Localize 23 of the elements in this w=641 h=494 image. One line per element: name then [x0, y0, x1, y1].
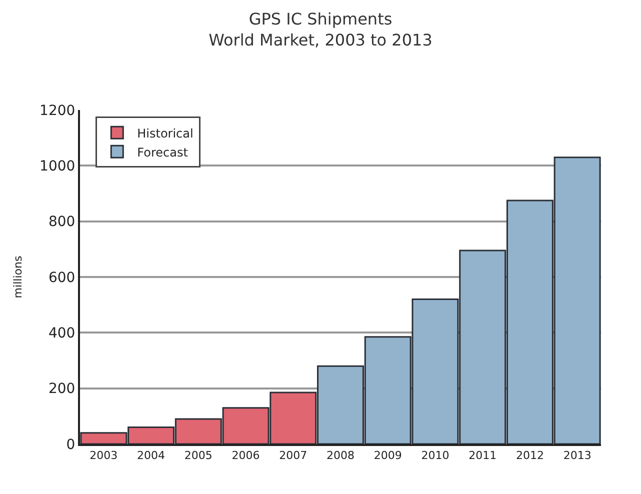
y-tick-label: 400 [48, 326, 76, 342]
y-tick-label: 800 [48, 214, 76, 230]
x-tick-label: 2008 [326, 449, 354, 462]
y-tick-label: 600 [48, 270, 76, 286]
x-tick-label: 2012 [516, 449, 544, 462]
x-tick-label: 2009 [374, 449, 402, 462]
x-tick-label: 2004 [137, 449, 166, 462]
x-tick-label: 2003 [90, 449, 118, 462]
x-tick-label: 2013 [563, 449, 592, 462]
y-tick-label: 200 [48, 381, 76, 398]
y-tick-label: 1000 [40, 158, 76, 175]
x-tick-label: 2010 [421, 449, 450, 462]
x-tick-label: 2011 [468, 449, 497, 462]
chart-title: GPS IC Shipments [248, 10, 392, 29]
legend-label: Historical [137, 126, 194, 140]
y-tick-label: 0 [66, 436, 76, 453]
x-tick-label: 2006 [232, 449, 260, 462]
legend-label: Forecast [137, 145, 188, 160]
x-tick-label: 2007 [279, 449, 308, 462]
chart-subtitle: World Market, 2003 to 2013 [208, 30, 432, 50]
y-tick-label: 1200 [40, 102, 76, 119]
y-axis-title: millions [12, 256, 25, 298]
x-tick-label: 2005 [184, 449, 212, 462]
